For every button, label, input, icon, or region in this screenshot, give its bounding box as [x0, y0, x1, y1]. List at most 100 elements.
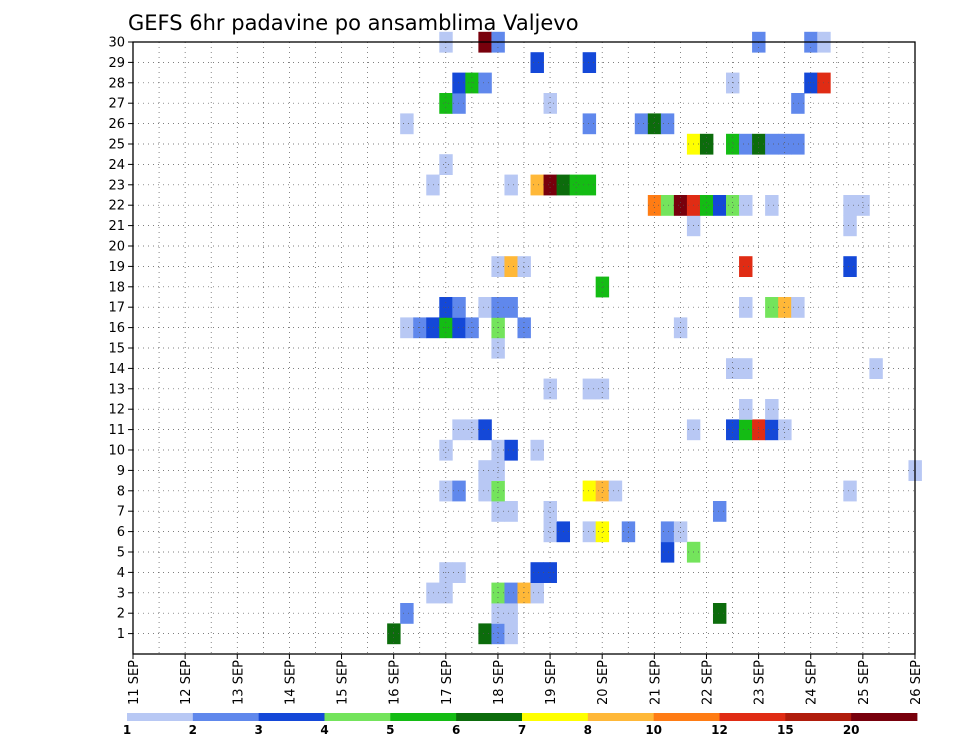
heatmap-cell	[595, 521, 610, 543]
heatmap-cell	[765, 297, 779, 318]
heatmap-cell	[504, 501, 518, 522]
heatmap-cell	[673, 521, 688, 543]
y-tick-label: 10	[108, 444, 125, 459]
heatmap-cell	[504, 439, 518, 461]
y-tick-label: 3	[117, 586, 125, 601]
heatmap-cell	[765, 195, 779, 216]
heatmap-cell	[478, 480, 492, 502]
y-tick-label: 13	[108, 382, 125, 397]
heatmap-cell	[739, 419, 753, 441]
heatmap-cell	[452, 93, 466, 114]
heatmap-cell	[517, 256, 531, 277]
y-tick-label: 5	[117, 546, 125, 561]
heatmap-cell	[595, 378, 610, 400]
heatmap-cell	[739, 195, 753, 216]
y-tick-label: 1	[117, 627, 125, 642]
y-tick-label: 7	[117, 505, 125, 520]
heatmap-cell	[452, 297, 466, 318]
heatmap-cell	[647, 195, 662, 216]
colorbar-swatch	[587, 713, 655, 721]
heatmap-cell	[843, 215, 857, 237]
colorbar-label: 10	[645, 723, 662, 737]
heatmap-cell	[843, 256, 857, 277]
colorbar-label: 8	[584, 723, 592, 737]
x-tick-label: 26 SEP	[909, 660, 924, 705]
heatmap-cell	[543, 521, 557, 543]
heatmap-cell	[660, 195, 675, 216]
heatmap-cell	[660, 541, 675, 563]
x-tick-label: 21 SEP	[648, 660, 663, 705]
heatmap-cell	[791, 133, 805, 155]
heatmap-cell	[739, 133, 753, 155]
heatmap-cell	[426, 582, 440, 604]
y-tick-label: 11	[108, 423, 125, 438]
heatmap-cell	[712, 603, 727, 624]
x-tick-label: 22 SEP	[700, 660, 715, 705]
colorbar-label: 7	[518, 723, 526, 737]
y-axis: 1234567891011121314151617181920212223242…	[108, 36, 133, 642]
y-tick-label: 28	[108, 76, 125, 91]
heatmap-cell	[791, 93, 805, 114]
colorbar-label: 2	[189, 723, 197, 737]
heatmap-cell	[660, 521, 675, 543]
heatmap-cell	[765, 399, 779, 420]
x-tick-label: 19 SEP	[544, 660, 559, 705]
x-tick-label: 18 SEP	[492, 660, 507, 705]
heatmap-cell	[439, 480, 453, 502]
heatmap-cell	[452, 419, 466, 441]
heatmap-cell	[843, 195, 857, 216]
colorbar-swatch	[719, 713, 786, 721]
heatmap-cell	[530, 439, 544, 461]
x-tick-label: 17 SEP	[440, 660, 455, 705]
heatmap-cell	[530, 582, 544, 604]
heatmap-cell	[543, 174, 557, 196]
heatmap-cell	[478, 297, 492, 318]
y-tick-label: 9	[117, 464, 125, 479]
y-tick-label: 14	[108, 362, 125, 377]
colorbar-label: 1	[123, 723, 131, 737]
y-tick-label: 24	[108, 158, 125, 173]
colorbar-label: 6	[452, 723, 460, 737]
colorbar-swatch	[192, 713, 260, 721]
y-tick-label: 4	[117, 566, 125, 581]
heatmap-cell	[712, 195, 727, 216]
heatmap-cell	[504, 603, 518, 624]
heatmap-cell	[439, 439, 453, 461]
heatmap-cell	[699, 195, 714, 216]
heatmap-cell	[726, 358, 740, 379]
colorbar-swatch	[258, 713, 325, 721]
x-tick-label: 14 SEP	[283, 660, 298, 705]
x-tick-label: 25 SEP	[857, 660, 872, 705]
heatmap-cell	[400, 603, 414, 624]
y-tick-label: 20	[108, 240, 125, 255]
heatmap-cell	[504, 582, 518, 604]
heatmap-cell	[791, 297, 805, 318]
heatmap-cell	[699, 133, 714, 155]
x-tick-label: 13 SEP	[231, 660, 246, 705]
heatmap-cell	[452, 480, 466, 502]
x-tick-label: 24 SEP	[805, 660, 820, 705]
x-axis: 11 SEP 12 SEP 13 SEP 14 SEP 15 SEP 16 SEP 17 S…	[127, 654, 924, 705]
x-tick-label: 11 SEP	[127, 660, 142, 705]
heatmap-cell	[530, 174, 544, 196]
heatmap-cell	[726, 195, 740, 216]
colorbar-swatch	[390, 713, 457, 721]
heatmap-cell	[465, 419, 479, 441]
y-tick-label: 12	[108, 403, 125, 418]
y-tick-label: 22	[108, 199, 125, 214]
y-tick-label: 25	[108, 138, 125, 153]
heatmap-cell	[530, 52, 544, 73]
x-tick-label: 16 SEP	[388, 660, 403, 705]
y-tick-label: 15	[108, 342, 125, 357]
heatmap-cell	[660, 113, 675, 135]
y-tick-label: 17	[108, 301, 125, 316]
y-tick-label: 23	[108, 178, 125, 193]
heatmap-cell	[569, 174, 584, 196]
y-tick-label: 30	[108, 36, 125, 51]
y-tick-label: 29	[108, 56, 125, 71]
heatmap-cell	[582, 52, 597, 73]
heatmap-cell	[543, 93, 557, 114]
y-tick-label: 27	[108, 97, 125, 112]
heatmap-cell	[869, 358, 883, 379]
heatmap-cell	[582, 378, 597, 400]
